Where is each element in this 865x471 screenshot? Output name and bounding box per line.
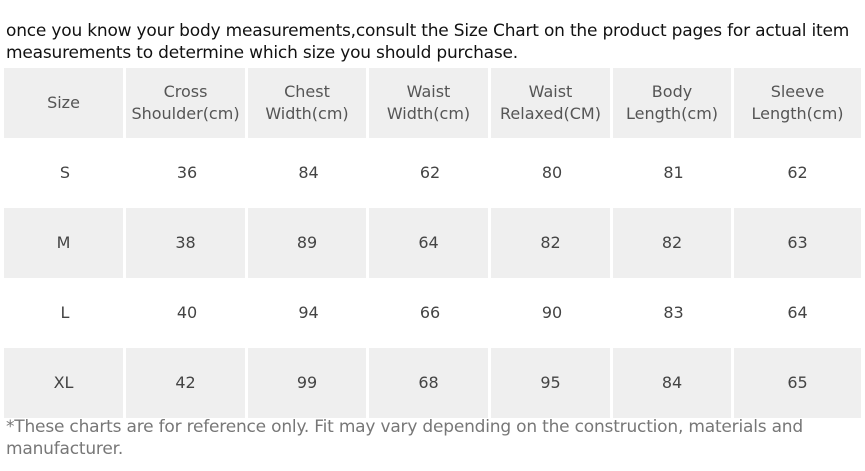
table-row: L 40 94 66 90 83 64 [4, 278, 861, 348]
disclaimer-note: *These charts are for reference only. Fi… [6, 417, 803, 459]
table-cell: 68 [369, 348, 491, 418]
table-cell: M [4, 208, 126, 278]
header-cell-waist-width: Waist Width(cm) [369, 68, 491, 138]
table-cell: 84 [298, 163, 319, 182]
table-cell: 99 [248, 348, 369, 418]
header-cell-waist-relaxed: Waist Relaxed(CM) [491, 68, 613, 138]
table-cell: 82 [491, 208, 613, 278]
table-cell: 36 [176, 163, 198, 182]
table-cell: 66 [419, 303, 441, 322]
table-row: XL 42 99 68 95 84 65 [4, 348, 861, 418]
table-row: M 38 89 64 82 82 63 [4, 208, 861, 278]
table-cell: 65 [734, 348, 861, 418]
table-cell: 90 [541, 303, 563, 322]
table-cell: 64 [369, 208, 491, 278]
table-cell: 84 [613, 348, 734, 418]
table-cell: 83 [663, 303, 684, 322]
header-cell-sleeve-length: Sleeve Length(cm) [734, 68, 861, 138]
header-cell-chest-width: Chest Width(cm) [248, 68, 369, 138]
table-cell: 63 [734, 208, 861, 278]
table-cell: 82 [613, 208, 734, 278]
table-header-row: Size Cross Shoulder(cm) Chest Width(cm) … [4, 68, 861, 138]
intro-text: once you know your body measurements,con… [6, 21, 850, 63]
header-cell-cross-shoulder: Cross Shoulder(cm) [126, 68, 248, 138]
table-cell: 81 [663, 163, 684, 182]
table-cell: S [59, 163, 71, 182]
table-cell: XL [4, 348, 126, 418]
table-cell: L [60, 303, 70, 322]
table-cell: 95 [491, 348, 613, 418]
size-chart-table: Size Cross Shoulder(cm) Chest Width(cm) … [4, 68, 861, 418]
table-cell: 62 [419, 163, 441, 182]
table-cell: 89 [248, 208, 369, 278]
table-cell: 38 [126, 208, 248, 278]
table-cell: 40 [176, 303, 198, 322]
header-cell-size: Size [4, 68, 126, 138]
header-cell-body-length: Body Length(cm) [613, 68, 734, 138]
table-cell: 94 [298, 303, 319, 322]
table-cell: 64 [787, 303, 808, 322]
table-cell: 62 [787, 163, 808, 182]
table-row: S 36 84 62 80 81 62 [4, 138, 861, 208]
table-cell: 80 [541, 163, 563, 182]
table-cell: 42 [126, 348, 248, 418]
